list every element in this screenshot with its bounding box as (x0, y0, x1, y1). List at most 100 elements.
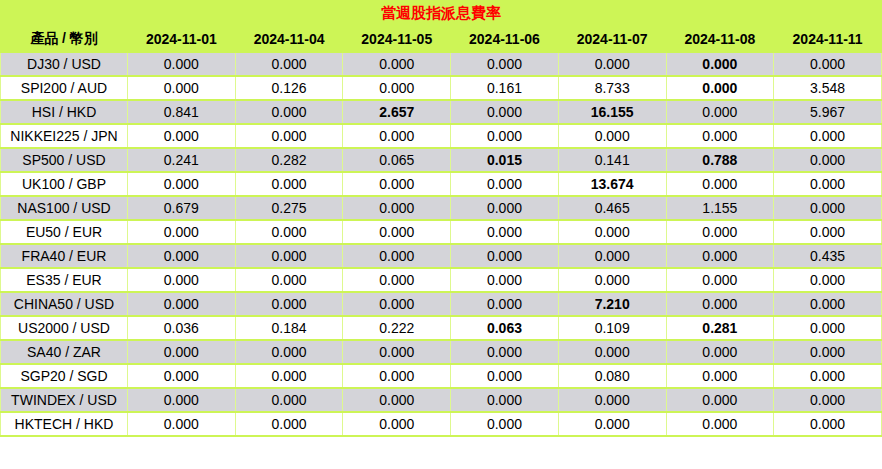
table-row-es35: ES35 / EUR 0.000 0.000 0.000 0.000 0.000… (1, 268, 882, 292)
rate-cell: 0.000 (774, 124, 882, 148)
rate-cell: 0.000 (451, 196, 559, 220)
column-header-date: 2024-11-11 (774, 26, 882, 53)
rate-cell: 0.000 (451, 220, 559, 244)
rate-cell: 0.000 (235, 172, 343, 196)
rate-cell: 0.000 (128, 340, 236, 364)
product-cell: HSI / HKD (1, 100, 128, 124)
rate-cell: 0.000 (774, 172, 882, 196)
rate-cell: 0.000 (128, 292, 236, 316)
rate-cell: 0.015 (451, 148, 559, 172)
rate-cell: 0.000 (128, 52, 236, 76)
rate-cell: 0.000 (128, 388, 236, 412)
rate-cell: 0.080 (558, 364, 666, 388)
rate-cell: 0.000 (451, 268, 559, 292)
rate-cell: 0.241 (128, 148, 236, 172)
product-cell: TWINDEX / USD (1, 388, 128, 412)
product-cell: CHINA50 / USD (1, 292, 128, 316)
rate-cell: 0.141 (558, 148, 666, 172)
rate-cell: 0.000 (235, 412, 343, 436)
rate-cell: 0.000 (343, 388, 451, 412)
rate-cell: 0.036 (128, 316, 236, 340)
column-header-date: 2024-11-05 (343, 26, 451, 53)
rate-cell: 13.674 (558, 172, 666, 196)
rate-cell: 0.000 (558, 268, 666, 292)
product-cell: SPI200 / AUD (1, 76, 128, 100)
rate-cell: 0.109 (558, 316, 666, 340)
dividend-rates-table: 當週股指派息費率 產品 / 幣別 2024-11-01 2024-11-04 2… (0, 0, 882, 437)
table-row-hsi: HSI / HKD 0.841 0.000 2.657 0.000 16.155… (1, 100, 882, 124)
column-header-row: 產品 / 幣別 2024-11-01 2024-11-04 2024-11-05… (1, 26, 882, 53)
rate-cell: 0.282 (235, 148, 343, 172)
rate-cell: 0.000 (235, 220, 343, 244)
rate-cell: 0.000 (666, 388, 774, 412)
table-row-nas100: NAS100 / USD 0.679 0.275 0.000 0.000 0.4… (1, 196, 882, 220)
product-cell: NAS100 / USD (1, 196, 128, 220)
table-row-nikkei225: NIKKEI225 / JPN 0.000 0.000 0.000 0.000 … (1, 124, 882, 148)
table-row-dj30: DJ30 / USD 0.000 0.000 0.000 0.000 0.000… (1, 52, 882, 76)
rate-cell: 0.000 (774, 316, 882, 340)
rate-cell: 0.000 (666, 268, 774, 292)
table-row-sp500: SP500 / USD 0.241 0.282 0.065 0.015 0.14… (1, 148, 882, 172)
product-cell: HKTECH / HKD (1, 412, 128, 436)
rate-cell: 8.733 (558, 76, 666, 100)
rate-cell: 0.000 (666, 172, 774, 196)
rate-cell: 0.000 (558, 412, 666, 436)
rate-cell: 0.161 (451, 76, 559, 100)
rate-cell: 0.465 (558, 196, 666, 220)
rate-cell: 0.000 (343, 76, 451, 100)
product-cell: SP500 / USD (1, 148, 128, 172)
rate-cell: 0.000 (235, 364, 343, 388)
rate-cell: 0.000 (774, 412, 882, 436)
rate-cell: 0.000 (343, 124, 451, 148)
rate-cell: 0.000 (235, 388, 343, 412)
rate-cell: 0.000 (774, 388, 882, 412)
rate-cell: 0.000 (235, 268, 343, 292)
product-cell: DJ30 / USD (1, 52, 128, 76)
rate-cell: 0.000 (235, 244, 343, 268)
rate-cell: 0.000 (666, 100, 774, 124)
rate-cell: 0.000 (128, 412, 236, 436)
rate-cell: 0.000 (343, 220, 451, 244)
rate-cell: 0.063 (451, 316, 559, 340)
table-row-eu50: EU50 / EUR 0.000 0.000 0.000 0.000 0.000… (1, 220, 882, 244)
rate-cell: 0.000 (666, 292, 774, 316)
table-row-sa40: SA40 / ZAR 0.000 0.000 0.000 0.000 0.000… (1, 340, 882, 364)
product-cell: US2000 / USD (1, 316, 128, 340)
rate-cell: 0.281 (666, 316, 774, 340)
product-cell: FRA40 / EUR (1, 244, 128, 268)
table-row-uk100: UK100 / GBP 0.000 0.000 0.000 0.000 13.6… (1, 172, 882, 196)
rate-cell: 0.000 (235, 340, 343, 364)
rate-cell: 0.000 (128, 244, 236, 268)
rate-cell: 0.000 (343, 292, 451, 316)
rate-cell: 0.788 (666, 148, 774, 172)
rate-cell: 0.000 (343, 172, 451, 196)
rate-cell: 0.000 (451, 364, 559, 388)
column-header-date: 2024-11-04 (235, 26, 343, 53)
rate-cell: 16.155 (558, 100, 666, 124)
rate-cell: 0.000 (666, 220, 774, 244)
rate-cell: 0.000 (774, 340, 882, 364)
rate-cell: 0.000 (774, 268, 882, 292)
rate-cell: 0.000 (558, 244, 666, 268)
table-row-fra40: FRA40 / EUR 0.000 0.000 0.000 0.000 0.00… (1, 244, 882, 268)
rate-cell: 0.000 (343, 268, 451, 292)
rate-cell: 0.000 (451, 124, 559, 148)
rate-cell: 2.657 (343, 100, 451, 124)
rate-cell: 0.000 (558, 52, 666, 76)
rate-cell: 0.000 (343, 196, 451, 220)
table-row-spi200: SPI200 / AUD 0.000 0.126 0.000 0.161 8.7… (1, 76, 882, 100)
rate-cell: 0.222 (343, 316, 451, 340)
rate-cell: 0.000 (666, 76, 774, 100)
product-cell: NIKKEI225 / JPN (1, 124, 128, 148)
rate-cell: 3.548 (774, 76, 882, 100)
rate-cell: 1.155 (666, 196, 774, 220)
rate-cell: 0.000 (451, 52, 559, 76)
rate-cell: 0.000 (666, 52, 774, 76)
product-cell: SA40 / ZAR (1, 340, 128, 364)
table-row-us2000: US2000 / USD 0.036 0.184 0.222 0.063 0.1… (1, 316, 882, 340)
rate-cell: 0.126 (235, 76, 343, 100)
product-cell: SGP20 / SGD (1, 364, 128, 388)
rate-cell: 0.000 (774, 292, 882, 316)
rate-cell: 0.000 (128, 364, 236, 388)
rate-cell: 0.000 (343, 364, 451, 388)
